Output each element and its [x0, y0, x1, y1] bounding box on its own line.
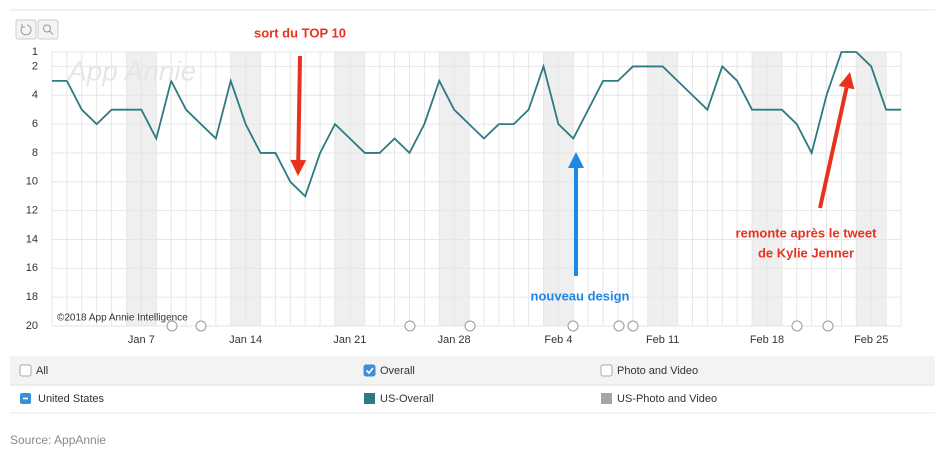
arrow-head [568, 152, 584, 168]
annotation: remonte après le tweet [736, 225, 878, 240]
checkbox[interactable] [600, 364, 613, 377]
y-tick-label: 20 [26, 320, 38, 332]
note-icon[interactable] [613, 320, 625, 332]
y-tick-label: 12 [26, 205, 38, 217]
legend: All Overall Photo and Video United States US… [19, 364, 717, 405]
arrow-head [838, 72, 855, 90]
series-line [52, 51, 901, 198]
x-tick-label: Jan 21 [333, 334, 366, 346]
watermark: App Annie [66, 55, 196, 86]
x-tick-label: Jan 14 [229, 334, 262, 346]
note-icon[interactable] [822, 320, 834, 332]
y-tick-label: 10 [26, 176, 38, 188]
check-mark [365, 367, 374, 375]
x-tick-label: Jan 28 [438, 334, 471, 346]
legend-swatch [364, 393, 375, 404]
country-label: United States [38, 393, 105, 405]
y-tick-label: 2 [32, 60, 38, 72]
note-icon[interactable] [404, 320, 416, 332]
annotations: sort du TOP 10 nouveau design remonte aprè… [254, 25, 877, 303]
annotation: nouveau design [531, 288, 630, 303]
y-tick-label: 14 [26, 233, 38, 245]
x-tick-label: Feb 25 [854, 334, 888, 346]
arrow-head [290, 159, 307, 176]
checkbox-label: Overall [380, 365, 415, 377]
y-tick-label: 18 [26, 291, 38, 303]
y-tick-label: 16 [26, 262, 38, 274]
undo-icon [20, 24, 32, 36]
checkbox[interactable] [363, 364, 376, 377]
zoom-icon [43, 24, 51, 33]
note-icon[interactable] [464, 320, 476, 332]
x-tick-label: Feb 11 [646, 334, 679, 346]
zoom-icon [49, 30, 54, 35]
source: Source: AppAnnie [10, 433, 106, 447]
legend-label: US-Photo and Video [617, 393, 717, 405]
undo-button[interactable] [15, 19, 37, 40]
note-icon[interactable] [791, 320, 803, 332]
arrow-shaft [296, 55, 302, 161]
checkbox-label: Photo and Video [617, 365, 698, 377]
y-tick-label: 4 [32, 89, 38, 101]
note-icon[interactable] [195, 320, 207, 332]
y-tick-label: 8 [32, 147, 38, 159]
note-icon[interactable] [567, 320, 579, 332]
note-icon[interactable] [166, 320, 178, 332]
annotation: sort du TOP 10 [254, 25, 346, 40]
legend-label: US-Overall [380, 393, 434, 405]
zoom-button[interactable] [37, 19, 59, 40]
annotation: de Kylie Jenner [758, 245, 854, 260]
arrow-shaft [818, 87, 849, 209]
x-tick-label: Feb 18 [750, 334, 784, 346]
filter-row [10, 356, 935, 385]
checkbox-label: All [36, 365, 48, 377]
note-icon[interactable] [627, 320, 639, 332]
y-tick-label: 1 [32, 46, 38, 58]
legend-swatch [601, 393, 612, 404]
copyright: ©2018 App Annie Intelligence [57, 313, 188, 324]
y-tick-label: 6 [32, 118, 38, 130]
x-tick-label: Jan 7 [128, 334, 155, 346]
x-tick-label: Feb 4 [544, 334, 572, 346]
checkbox[interactable] [19, 364, 32, 377]
